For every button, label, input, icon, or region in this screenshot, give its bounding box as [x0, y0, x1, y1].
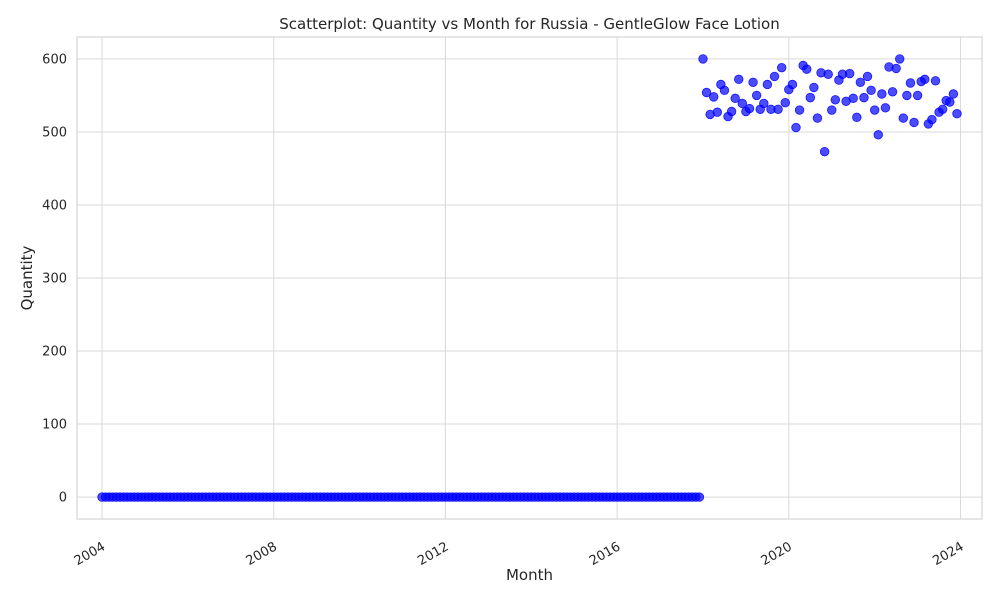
data-point	[873, 130, 883, 140]
data-point	[709, 92, 719, 102]
data-point	[698, 54, 708, 64]
data-point	[802, 64, 812, 74]
data-point	[773, 104, 783, 115]
data-points	[97, 54, 962, 502]
data-point	[920, 74, 930, 85]
data-point	[787, 79, 798, 90]
data-point	[744, 103, 755, 114]
data-point	[927, 114, 937, 125]
data-point	[827, 105, 837, 115]
data-point	[701, 87, 712, 98]
data-point	[809, 82, 819, 93]
grid	[77, 37, 982, 519]
chart-title: Scatterplot: Quantity vs Month for Russi…	[279, 15, 779, 33]
data-point	[759, 98, 769, 109]
data-point	[794, 105, 805, 115]
data-point	[712, 107, 722, 117]
data-point	[769, 71, 780, 82]
data-point	[776, 62, 787, 73]
x-axis-label: Month	[506, 566, 553, 584]
data-point	[805, 92, 816, 103]
data-point	[859, 92, 869, 103]
data-point	[780, 98, 790, 108]
data-point	[862, 71, 873, 82]
y-tick-label: 300	[42, 272, 67, 287]
data-point	[730, 93, 740, 104]
y-axis-label: Quantity	[18, 245, 36, 310]
data-point	[866, 85, 876, 96]
data-point	[819, 146, 830, 157]
data-point	[902, 90, 912, 101]
data-point	[751, 90, 762, 101]
data-point	[887, 87, 898, 97]
data-point	[945, 97, 955, 107]
data-point	[952, 108, 962, 119]
data-point	[748, 77, 758, 87]
data-point	[694, 492, 705, 502]
data-point	[719, 85, 730, 96]
data-point	[791, 122, 801, 133]
data-point	[823, 69, 833, 79]
data-point	[734, 74, 744, 85]
data-point	[852, 112, 862, 123]
data-point	[937, 104, 948, 115]
data-point	[891, 63, 901, 74]
y-tick-label: 100	[42, 418, 67, 433]
data-point	[830, 95, 841, 105]
y-tick-label: 400	[42, 198, 67, 213]
y-axis-ticks: 0 100 200 300 400 500 600	[42, 52, 67, 505]
data-point	[848, 93, 858, 104]
data-point	[877, 89, 887, 99]
y-tick-label: 0	[59, 491, 67, 506]
data-point	[762, 79, 773, 90]
data-point	[948, 89, 959, 99]
data-point	[912, 90, 923, 101]
data-point	[869, 105, 880, 115]
data-point	[737, 98, 748, 109]
data-point	[909, 117, 919, 128]
data-point	[898, 113, 909, 123]
y-tick-label: 500	[42, 125, 67, 140]
data-point	[844, 68, 855, 79]
data-point	[855, 77, 866, 87]
data-point	[880, 103, 891, 113]
data-point	[812, 113, 823, 123]
data-point	[726, 106, 737, 117]
y-tick-label: 600	[42, 52, 67, 67]
data-point	[905, 78, 916, 88]
data-point	[930, 76, 941, 86]
data-point	[895, 54, 905, 64]
y-tick-label: 200	[42, 345, 67, 360]
